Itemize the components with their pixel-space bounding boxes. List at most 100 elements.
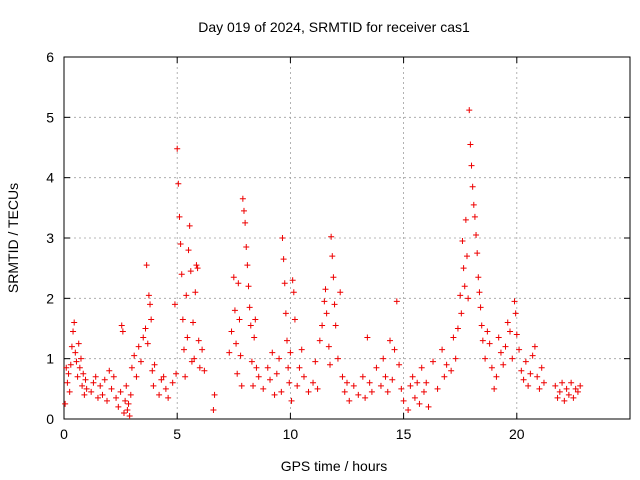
data-point-plus [230,274,237,281]
y-tick-label: 3 [46,230,54,246]
x-axis-label: GPS time / hours [281,458,388,474]
data-point-plus [420,388,427,395]
data-point-plus [460,265,467,272]
data-point-plus [430,358,437,365]
data-point-plus [458,310,465,317]
data-point-plus [99,391,106,398]
data-point-plus [73,358,80,365]
data-point-plus [525,382,532,389]
data-point-plus [106,367,113,374]
data-point-plus [350,382,357,389]
data-point-plus [473,231,480,238]
data-point-plus [127,391,134,398]
data-point-plus [339,373,346,380]
data-point-plus [269,349,276,356]
data-point-plus [226,349,233,356]
data-point-plus [561,397,568,404]
data-point-plus [368,388,375,395]
data-point-plus [64,379,71,386]
data-point-plus [500,361,507,368]
data-point-plus [253,364,260,371]
data-point-plus [425,403,432,410]
x-tick-label: 15 [396,426,412,442]
data-point-plus [117,388,124,395]
data-point-plus [559,379,566,386]
data-point-plus [359,373,366,380]
data-point-plus [184,334,191,341]
data-point-plus [511,298,518,305]
data-point-plus [305,388,312,395]
data-point-plus [482,355,489,362]
data-point-plus [234,370,241,377]
data-point-plus [289,277,296,284]
data-point-plus [291,316,298,323]
data-point-plus [502,343,509,350]
data-point-plus [175,180,182,187]
data-point-plus [185,247,192,254]
data-point-plus [474,250,481,257]
x-tick-label: 5 [173,426,181,442]
x-tick-label: 10 [283,426,299,442]
data-points [62,107,584,419]
data-point-plus [387,337,394,344]
data-point-plus [242,219,249,226]
data-point-plus [276,355,283,362]
data-point-plus [441,373,448,380]
data-point-plus [65,370,72,377]
data-point-plus [400,397,407,404]
y-tick-label: 4 [46,170,54,186]
data-point-plus [90,379,97,386]
data-point-plus [196,364,203,371]
data-point-plus [536,385,543,392]
data-point-plus [475,274,482,281]
data-point-plus [513,331,520,338]
data-point-plus [467,141,474,148]
data-point-plus [104,397,111,404]
data-point-plus [118,322,125,329]
data-point-plus [77,355,84,362]
data-point-plus [454,325,461,332]
data-point-plus [192,289,199,296]
data-point-plus [520,376,527,383]
data-point-plus [418,364,425,371]
data-point-plus [405,406,412,413]
data-point-plus [334,355,341,362]
data-point-plus [509,355,516,362]
data-point-plus [319,322,326,329]
data-point-plus [398,385,405,392]
data-point-plus [137,358,144,365]
data-point-plus [267,376,274,383]
data-point-plus [113,394,120,401]
data-point-plus [312,358,319,365]
data-point-plus [233,340,240,347]
data-point-plus [373,364,380,371]
data-point-plus [169,379,176,386]
data-point-plus [457,292,464,299]
data-point-plus [260,385,267,392]
data-point-plus [124,406,131,413]
data-point-plus [366,379,373,386]
data-point-plus [285,364,292,371]
data-point-plus [191,355,198,362]
data-point-plus [182,373,189,380]
data-point-plus [120,409,127,416]
data-point-plus [497,349,504,356]
y-tick-label: 6 [46,49,54,65]
data-point-plus [83,385,90,392]
data-point-plus [187,268,194,275]
data-point-plus [158,376,165,383]
data-point-plus [570,394,577,401]
data-point-plus [156,391,163,398]
data-point-plus [380,355,387,362]
data-point-plus [248,358,255,365]
data-point-plus [108,385,115,392]
data-point-plus [448,367,455,374]
data-point-plus [556,388,563,395]
data-point-plus [466,107,473,114]
data-point-plus [264,364,271,371]
data-point-plus [516,346,523,353]
data-point-plus [396,361,403,368]
data-point-plus [128,364,135,371]
data-point-plus [244,262,251,269]
